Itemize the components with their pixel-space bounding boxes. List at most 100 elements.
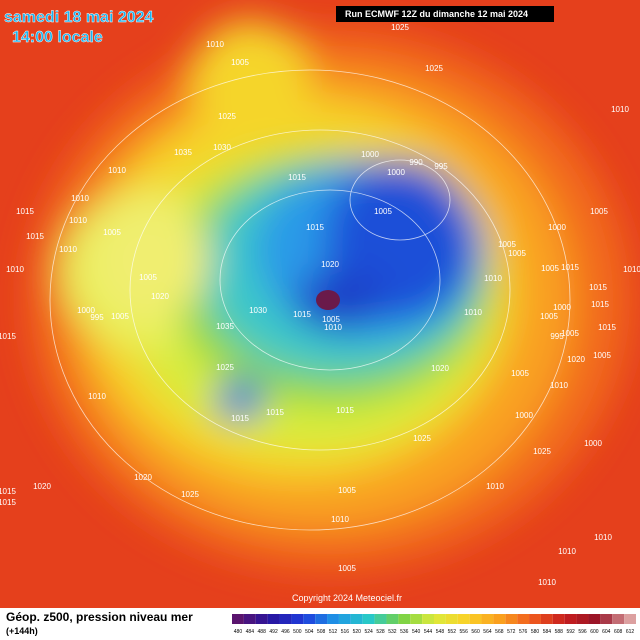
isobar-label: 1025 — [181, 490, 199, 499]
isobar-label: 1005 — [338, 564, 356, 573]
isobar-label: 1015 — [288, 173, 306, 182]
copyright: Copyright 2024 Meteociel.fr — [292, 593, 402, 603]
isobar-label: 1025 — [425, 64, 443, 73]
scale-swatch — [434, 614, 446, 624]
low-center — [316, 290, 340, 310]
scale-swatch — [303, 614, 316, 624]
isobar-label: 1015 — [266, 408, 284, 417]
isobar-label: 990 — [409, 158, 423, 167]
isobar-label: 1010 — [486, 482, 504, 491]
scale-swatch — [327, 614, 339, 624]
isobar-label: 1005 — [374, 207, 392, 216]
scale-label: 524 — [364, 629, 373, 635]
scale-swatch — [612, 614, 625, 624]
scale-label: 576 — [519, 629, 528, 635]
scale-swatch — [600, 614, 613, 624]
isobar-label: 1020 — [321, 260, 339, 269]
isobar-label: 1005 — [511, 369, 529, 378]
scale-swatch — [232, 614, 244, 624]
scale-label: 580 — [531, 629, 540, 635]
color-scale: 480 484 488 492 496 500 504 508 512 516 520 524 528 5… — [232, 614, 636, 635]
isobar-label: 1000 — [553, 303, 571, 312]
scale-label: 528 — [376, 629, 385, 635]
scale-label: 492 — [269, 629, 278, 635]
scale-label: 548 — [436, 629, 445, 635]
scale-label: 540 — [412, 629, 421, 635]
scale-swatch — [493, 614, 506, 624]
scale-swatch — [552, 614, 565, 624]
scale-swatch — [481, 614, 494, 624]
isobar-label: 1015 — [589, 283, 607, 292]
isobar-label: 1035 — [174, 148, 192, 157]
scale-label: 612 — [626, 629, 635, 635]
isobar-label: 1010 — [331, 515, 349, 524]
isobar-label: 1005 — [498, 240, 516, 249]
scale-label: 608 — [614, 629, 623, 635]
scale-swatch — [255, 614, 268, 624]
scale-label: 588 — [555, 629, 564, 635]
isobar-label: 1010 — [6, 265, 24, 274]
scale-swatch — [624, 614, 636, 624]
isobar-label: 1025 — [391, 23, 409, 32]
scale-swatch — [505, 614, 518, 624]
isobar-label: 1025 — [413, 434, 431, 443]
isobar-label: 1030 — [213, 143, 231, 152]
scale-label: 532 — [388, 629, 397, 635]
scale-label: 516 — [341, 629, 350, 635]
isobar-label: 1000 — [77, 306, 95, 315]
scale-swatch — [517, 614, 530, 624]
scale-label: 536 — [400, 629, 409, 635]
isobar-label: 1000 — [548, 223, 566, 232]
isobar-lines — [49, 69, 571, 531]
isobar-label: 1010 — [538, 578, 556, 587]
lead-time: (+144h) — [6, 626, 38, 636]
scale-label: 596 — [578, 629, 587, 635]
isobar-label: 1020 — [151, 292, 169, 301]
scale-label: 572 — [507, 629, 516, 635]
isobar-label: 1010 — [594, 533, 612, 542]
isobar-label: 1005 — [139, 273, 157, 282]
isobar-label: 1000 — [584, 439, 602, 448]
scale-label: 520 — [353, 629, 362, 635]
scale-swatch — [529, 614, 541, 624]
isobar-label: 1005 — [111, 312, 129, 321]
isobar-label: 1005 — [593, 351, 611, 360]
scale-swatch — [564, 614, 577, 624]
scale-label: 484 — [246, 629, 255, 635]
scale-label: 508 — [317, 629, 326, 635]
scale-label: 496 — [281, 629, 290, 635]
isobar-label: 1010 — [550, 381, 568, 390]
footer-title: Géop. z500, pression niveau mer — [6, 610, 193, 624]
isobar-label: 1015 — [16, 207, 34, 216]
scale-swatch — [374, 614, 387, 624]
isobar-label: 1005 — [540, 312, 558, 321]
isobar-label: 1015 — [293, 310, 311, 319]
isobar-label: 1005 — [322, 315, 340, 324]
isobar-label: 1015 — [0, 332, 16, 341]
scale-swatch — [445, 614, 458, 624]
isobar-label: 1010 — [623, 265, 640, 274]
scale-label: 592 — [566, 629, 575, 635]
isobar-label: 1005 — [231, 58, 249, 67]
isobar-label: 1010 — [108, 166, 126, 175]
run-box — [336, 6, 554, 22]
scale-label: 488 — [258, 629, 267, 635]
scale-label: 600 — [590, 629, 599, 635]
scale-label: 552 — [448, 629, 457, 635]
isobar-label: 1010 — [88, 392, 106, 401]
isobar-label: 1015 — [561, 263, 579, 272]
isobar-label: 1010 — [484, 274, 502, 283]
scale-swatch — [457, 614, 470, 624]
isobar-label: 1025 — [216, 363, 234, 372]
isobar-label: 1005 — [541, 264, 559, 273]
scale-label: 556 — [460, 629, 469, 635]
isobar-label: 1015 — [598, 323, 616, 332]
scale-swatch — [386, 614, 399, 624]
scale-label: 504 — [305, 629, 314, 635]
isobar-label: 995 — [550, 332, 564, 341]
isobar-label: 1000 — [515, 411, 533, 420]
scale-swatch — [588, 614, 601, 624]
isobar-label: 1020 — [567, 355, 585, 364]
isobar-label: 1010 — [464, 308, 482, 317]
